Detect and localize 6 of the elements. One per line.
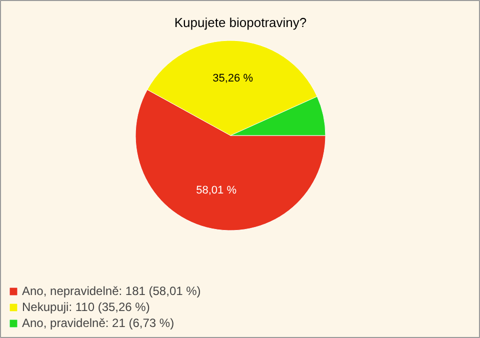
chart-title: Kupujete biopotraviny? bbox=[174, 15, 307, 30]
legend-label: Ano, pravidelně: 21 (6,73 %) bbox=[22, 316, 174, 330]
data-label: 35,26 % bbox=[212, 72, 254, 85]
legend-label: Nekupuji: 110 (35,26 %) bbox=[22, 300, 150, 314]
data-label: 58,01 % bbox=[196, 184, 237, 197]
legend-label: Ano, nepravidelně: 181 (58,01 %) bbox=[22, 284, 201, 298]
